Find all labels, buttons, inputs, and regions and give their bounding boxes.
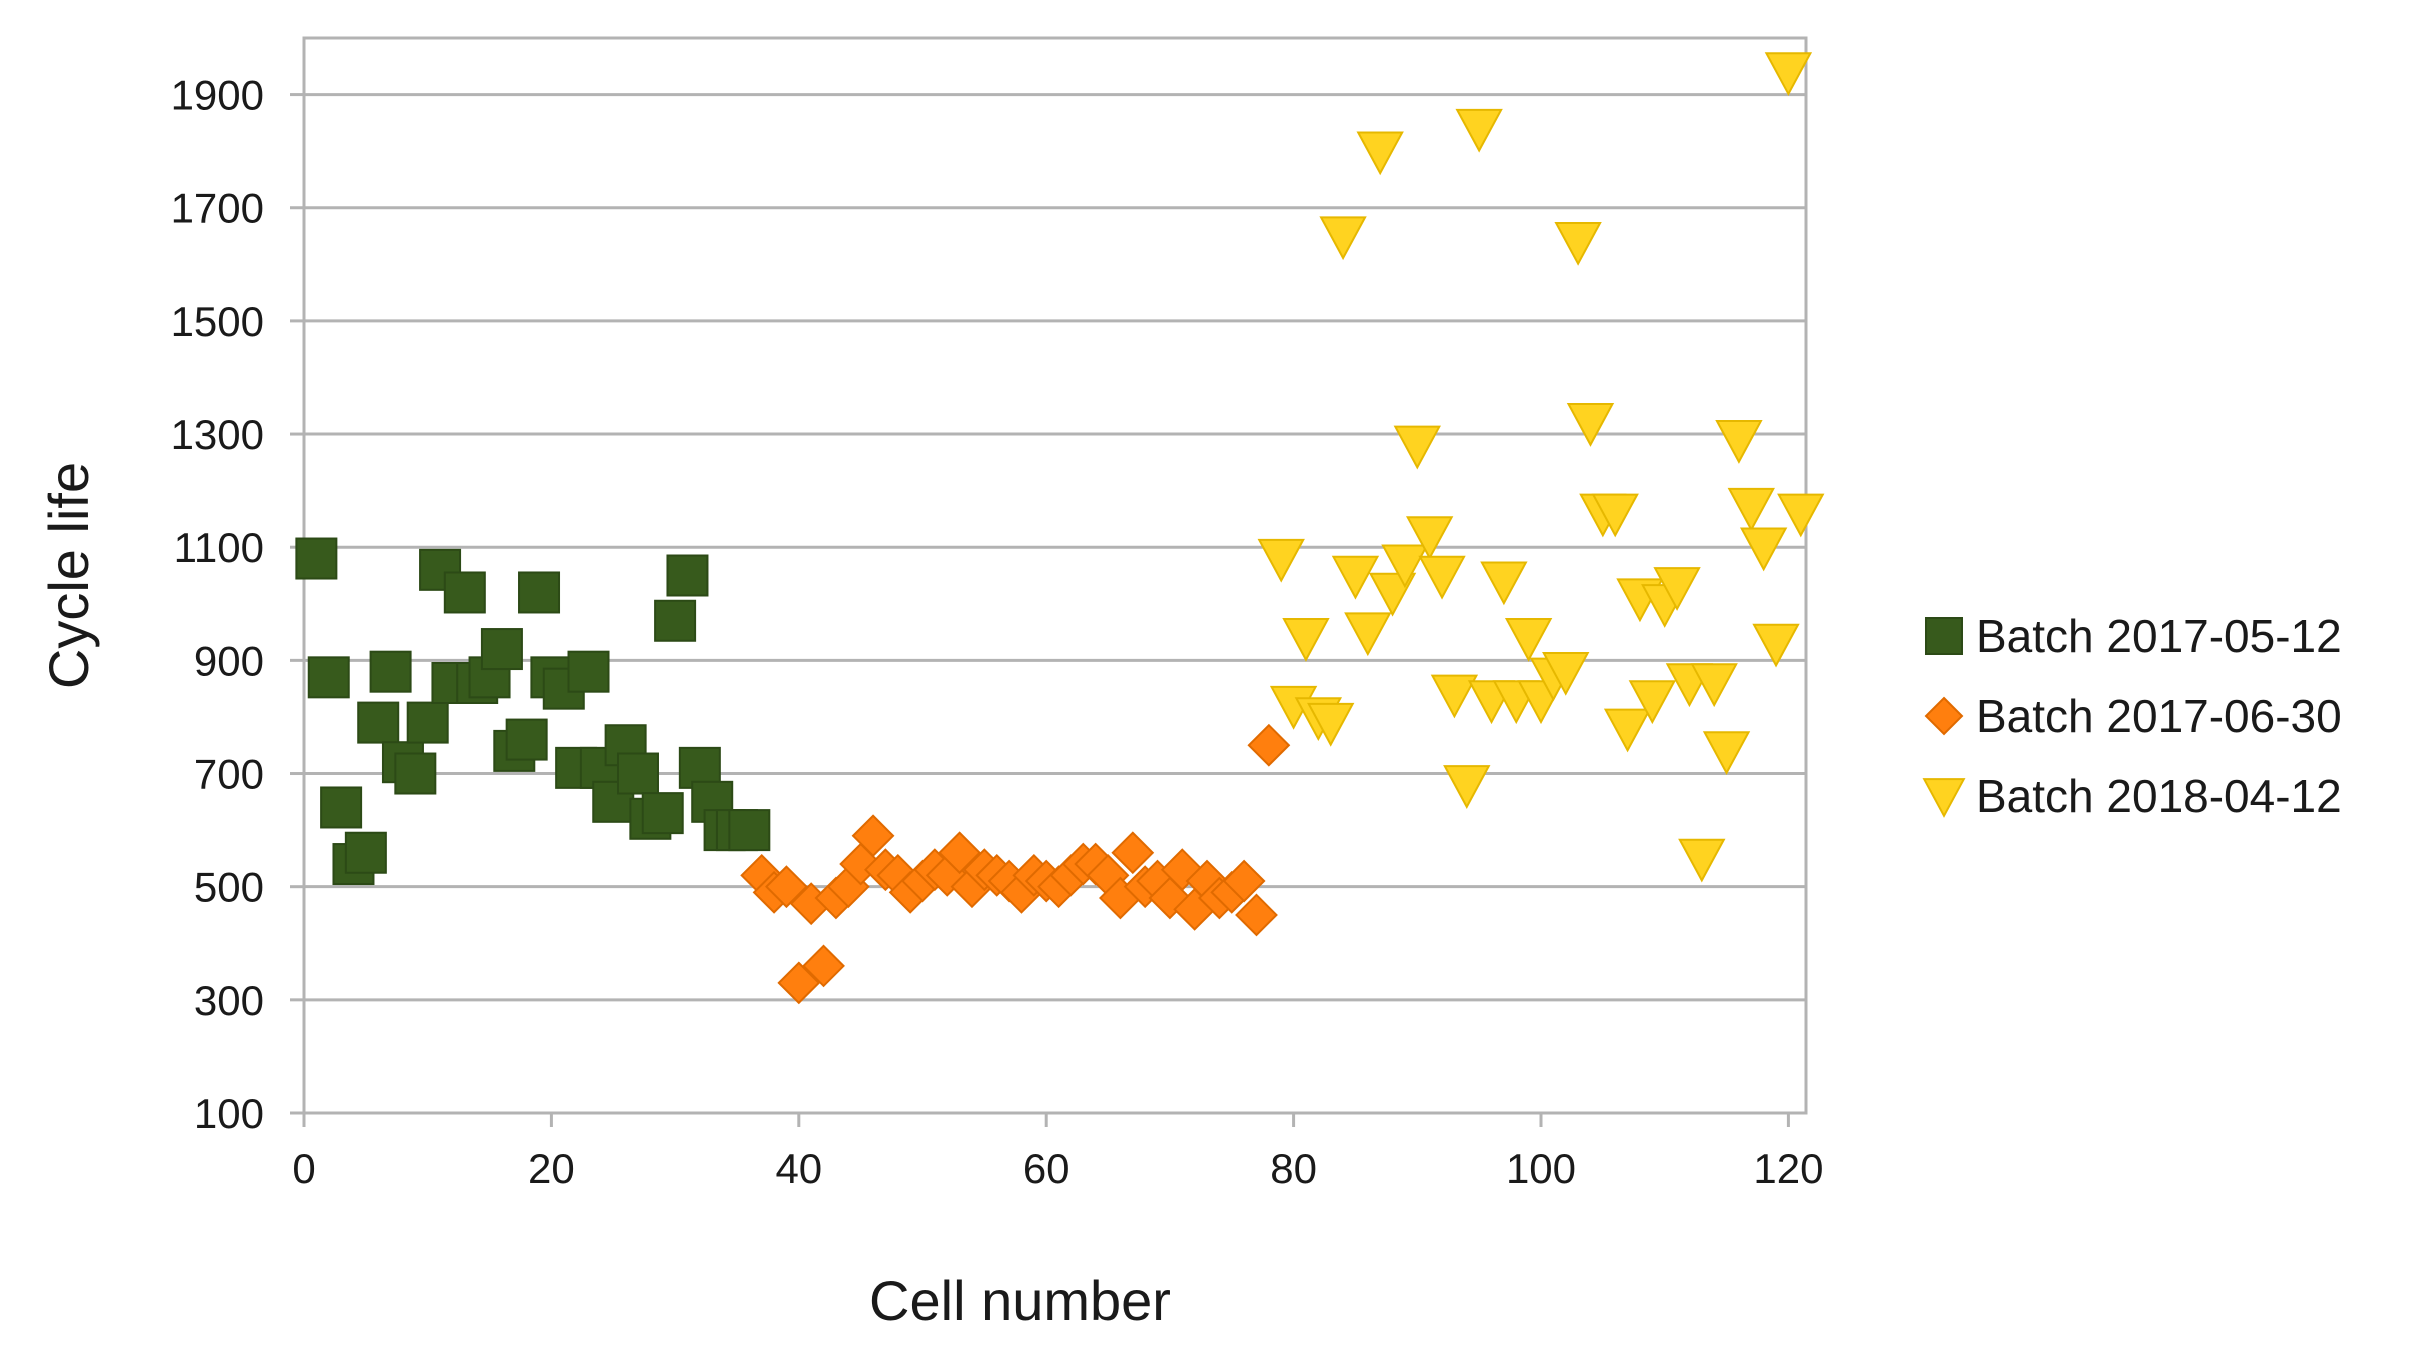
- data-point: [1111, 831, 1155, 875]
- data-point: [505, 718, 548, 761]
- legend-label: Batch 2018-04-12: [1976, 770, 2342, 822]
- data-point: [369, 650, 412, 693]
- data-point: [1727, 487, 1775, 532]
- x-tick-label: 0: [292, 1145, 315, 1192]
- data-point: [1764, 52, 1813, 97]
- data-point: [1381, 544, 1429, 589]
- data-point: [666, 554, 709, 597]
- x-tick-label: 20: [528, 1145, 575, 1192]
- data-point: [1405, 516, 1454, 560]
- data-point: [1591, 493, 1639, 538]
- data-point: [641, 792, 684, 835]
- data-point: [1222, 859, 1266, 903]
- x-tick-label: 100: [1506, 1145, 1576, 1192]
- data-point: [1777, 493, 1825, 538]
- data-point: [394, 752, 437, 795]
- y-tick-label: 700: [194, 751, 264, 798]
- x-axis-label: Cell number: [869, 1269, 1171, 1332]
- data-point: [1628, 680, 1677, 725]
- x-tick-label: 120: [1753, 1145, 1823, 1192]
- data-point: [1554, 221, 1602, 266]
- data-point: [1331, 555, 1380, 600]
- x-tick-label: 80: [1270, 1145, 1317, 1192]
- legend-marker: [1922, 778, 1966, 818]
- data-point: [1542, 651, 1590, 696]
- data-point: [1603, 708, 1652, 753]
- data-point: [1739, 527, 1788, 572]
- data-point: [295, 537, 338, 580]
- data-point: [307, 656, 350, 699]
- data-point: [1247, 723, 1291, 767]
- data-point: [1702, 731, 1751, 775]
- data-point: [851, 814, 895, 858]
- series-3: [1257, 52, 1825, 883]
- data-point: [344, 831, 387, 874]
- y-tick-label: 1300: [171, 411, 264, 458]
- series-1: [295, 537, 771, 886]
- y-tick-label: 300: [194, 977, 264, 1024]
- data-point: [1443, 765, 1491, 809]
- data-point: [406, 701, 449, 744]
- legend-marker: [1924, 696, 1964, 736]
- y-axis-label: Cycle life: [37, 462, 100, 689]
- data-point: [357, 701, 400, 744]
- data-point: [938, 831, 982, 875]
- data-point: [1282, 618, 1330, 662]
- y-tick-label: 1100: [174, 524, 264, 571]
- legend-marker: [1925, 617, 1963, 655]
- data-point: [320, 786, 363, 829]
- legend: Batch 2017-05-12 Batch 2017-06-30 Batch 20…: [1922, 610, 2342, 822]
- data-point: [1690, 663, 1738, 708]
- y-axis-ticks: 100 300 500 700 900 1100 1300 1500 1700 1900: [171, 72, 304, 1137]
- x-axis-ticks: 0 20 40 60 80 100 120: [292, 1113, 1823, 1192]
- y-tick-label: 500: [194, 864, 264, 911]
- data-point: [443, 571, 486, 614]
- data-points: [295, 52, 1825, 1005]
- y-tick-label: 1900: [171, 72, 264, 119]
- series-2: [740, 723, 1291, 1005]
- data-point: [1715, 420, 1763, 464]
- gridlines: [304, 93, 1806, 1115]
- data-point: [654, 599, 697, 642]
- data-point: [518, 571, 561, 614]
- y-tick-label: 1500: [171, 298, 264, 345]
- x-tick-label: 60: [1023, 1145, 1070, 1192]
- x-tick-label: 40: [775, 1145, 822, 1192]
- data-point: [1752, 623, 1800, 668]
- data-point: [1307, 702, 1355, 747]
- data-point: [1344, 612, 1392, 657]
- data-point: [1235, 893, 1278, 937]
- data-point: [1430, 674, 1479, 719]
- data-point: [802, 944, 845, 988]
- data-point: [1393, 425, 1441, 470]
- y-tick-label: 100: [194, 1090, 264, 1137]
- data-point: [1566, 403, 1615, 447]
- data-point: [1455, 108, 1503, 153]
- data-point: [777, 961, 821, 1005]
- data-point: [728, 809, 771, 852]
- data-point: [1418, 555, 1466, 600]
- legend-label: Batch 2017-05-12: [1976, 610, 2342, 662]
- data-point: [1504, 618, 1553, 662]
- data-point: [1653, 567, 1701, 611]
- data-point: [480, 628, 523, 671]
- data-point: [765, 865, 808, 909]
- y-tick-label: 900: [194, 637, 264, 684]
- y-tick-label: 1700: [171, 185, 264, 232]
- data-point: [567, 650, 610, 693]
- data-point: [1257, 538, 1305, 583]
- data-point: [1356, 131, 1404, 176]
- data-point: [616, 752, 659, 795]
- legend-label: Batch 2017-06-30: [1976, 690, 2342, 742]
- data-point: [1319, 216, 1367, 261]
- data-point: [1678, 838, 1726, 883]
- data-point: [1480, 561, 1528, 606]
